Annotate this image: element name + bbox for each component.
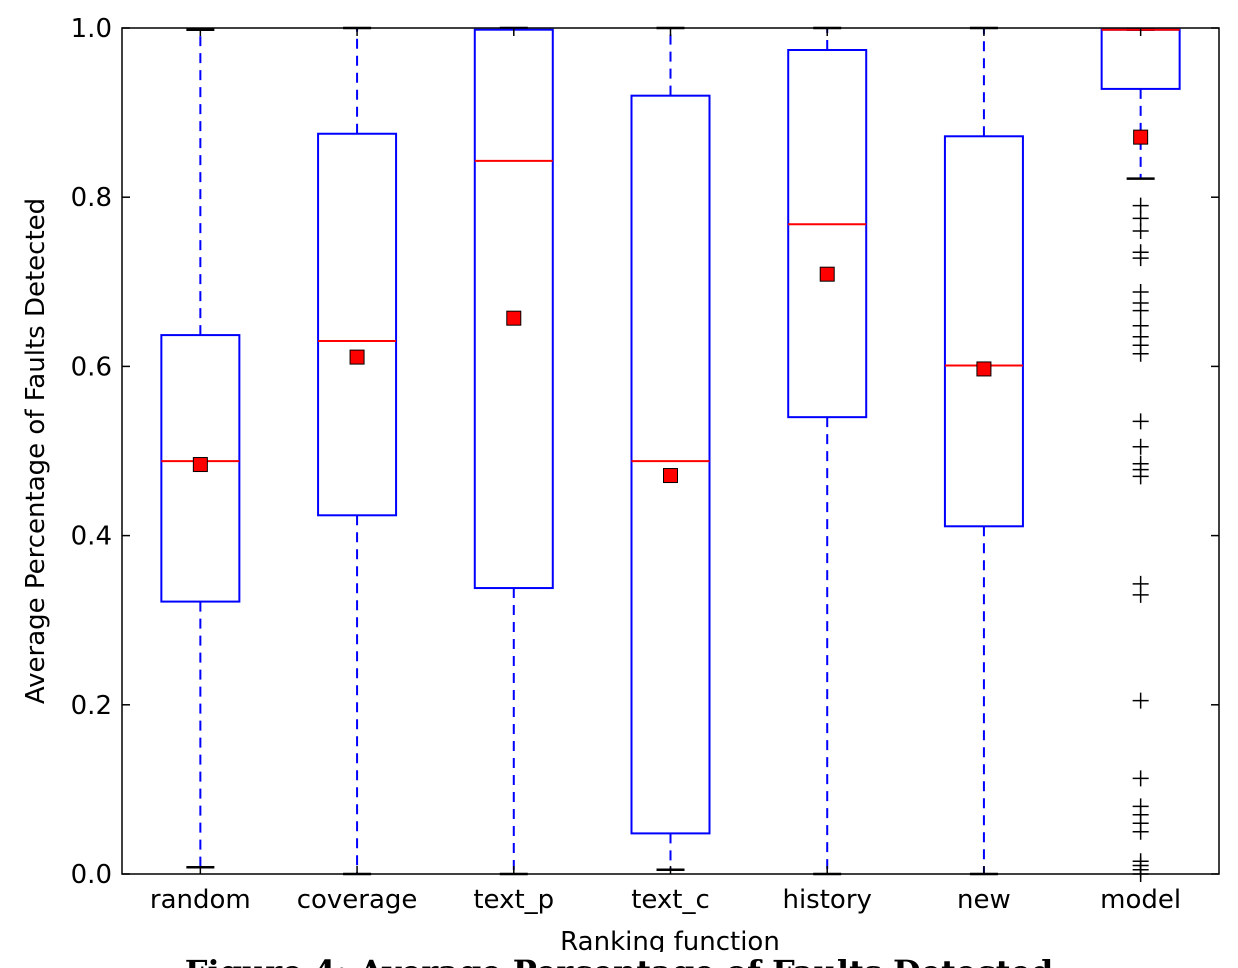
y-axis-ticks: 0.0 0.2 0.4 0.6 0.8 1.0 random coverage text_p te… <box>71 14 1219 915</box>
mean-marker <box>1133 129 1149 145</box>
outlier-point <box>1132 438 1149 455</box>
plot-frame <box>121 27 1220 875</box>
y-tick-label: 0.2 <box>71 691 112 721</box>
y-tick-label: 0.6 <box>71 352 112 382</box>
y-axis-label: Average Percentage of Faults Detected <box>21 198 51 704</box>
mean-marker <box>819 266 835 282</box>
box-iqr <box>160 334 241 603</box>
x-tick-label-coverage: coverage <box>297 885 418 915</box>
x-tick-label-model: model <box>1100 885 1181 915</box>
x-tick-label-text_c: text_c <box>631 885 710 915</box>
mean-marker <box>663 468 678 484</box>
y-tick-label: 0.4 <box>71 522 112 552</box>
box-iqr <box>1100 28 1181 90</box>
box-iqr <box>630 94 711 835</box>
x-tick-label-history: history <box>782 885 871 915</box>
outlier-point <box>1132 345 1149 362</box>
mean-marker <box>506 310 522 326</box>
outlier-point <box>1132 692 1149 709</box>
y-tick-label: 0.0 <box>71 860 112 890</box>
mean-marker <box>976 361 992 377</box>
y-tick-label: 0.8 <box>71 183 112 213</box>
mean-marker <box>349 349 365 365</box>
box-iqr <box>943 135 1024 528</box>
box-group-text_c <box>630 26 711 872</box>
outlier-point <box>1132 468 1149 485</box>
box-group-coverage <box>317 26 398 876</box>
box-iqr <box>317 132 398 517</box>
outlier-point <box>1132 302 1149 319</box>
mean-marker <box>192 457 208 473</box>
outlier-point <box>1132 223 1149 240</box>
outlier-point <box>1132 770 1149 787</box>
y-tick-label: 1.0 <box>71 14 112 44</box>
box-group-new <box>943 26 1024 876</box>
box-group-model <box>1100 28 1181 882</box>
box-group-random <box>160 28 241 869</box>
outlier-point <box>1132 250 1149 267</box>
box-iqr <box>787 48 868 419</box>
figure-caption: Figure 4: Average Percentage of Faults D… <box>0 952 1238 968</box>
plot-marks <box>160 26 1181 882</box>
outlier-point <box>1132 413 1149 430</box>
outlier-point <box>1132 586 1149 603</box>
x-tick-label-new: new <box>957 885 1011 915</box>
box-iqr <box>473 28 554 590</box>
outlier-point <box>1132 823 1149 840</box>
x-tick-label-random: random <box>150 885 251 915</box>
box-group-text_p <box>473 26 554 876</box>
x-axis-label: Ranking function <box>560 927 780 952</box>
x-tick-label-text_p: text_p <box>473 885 554 915</box>
box-group-history <box>787 26 868 876</box>
